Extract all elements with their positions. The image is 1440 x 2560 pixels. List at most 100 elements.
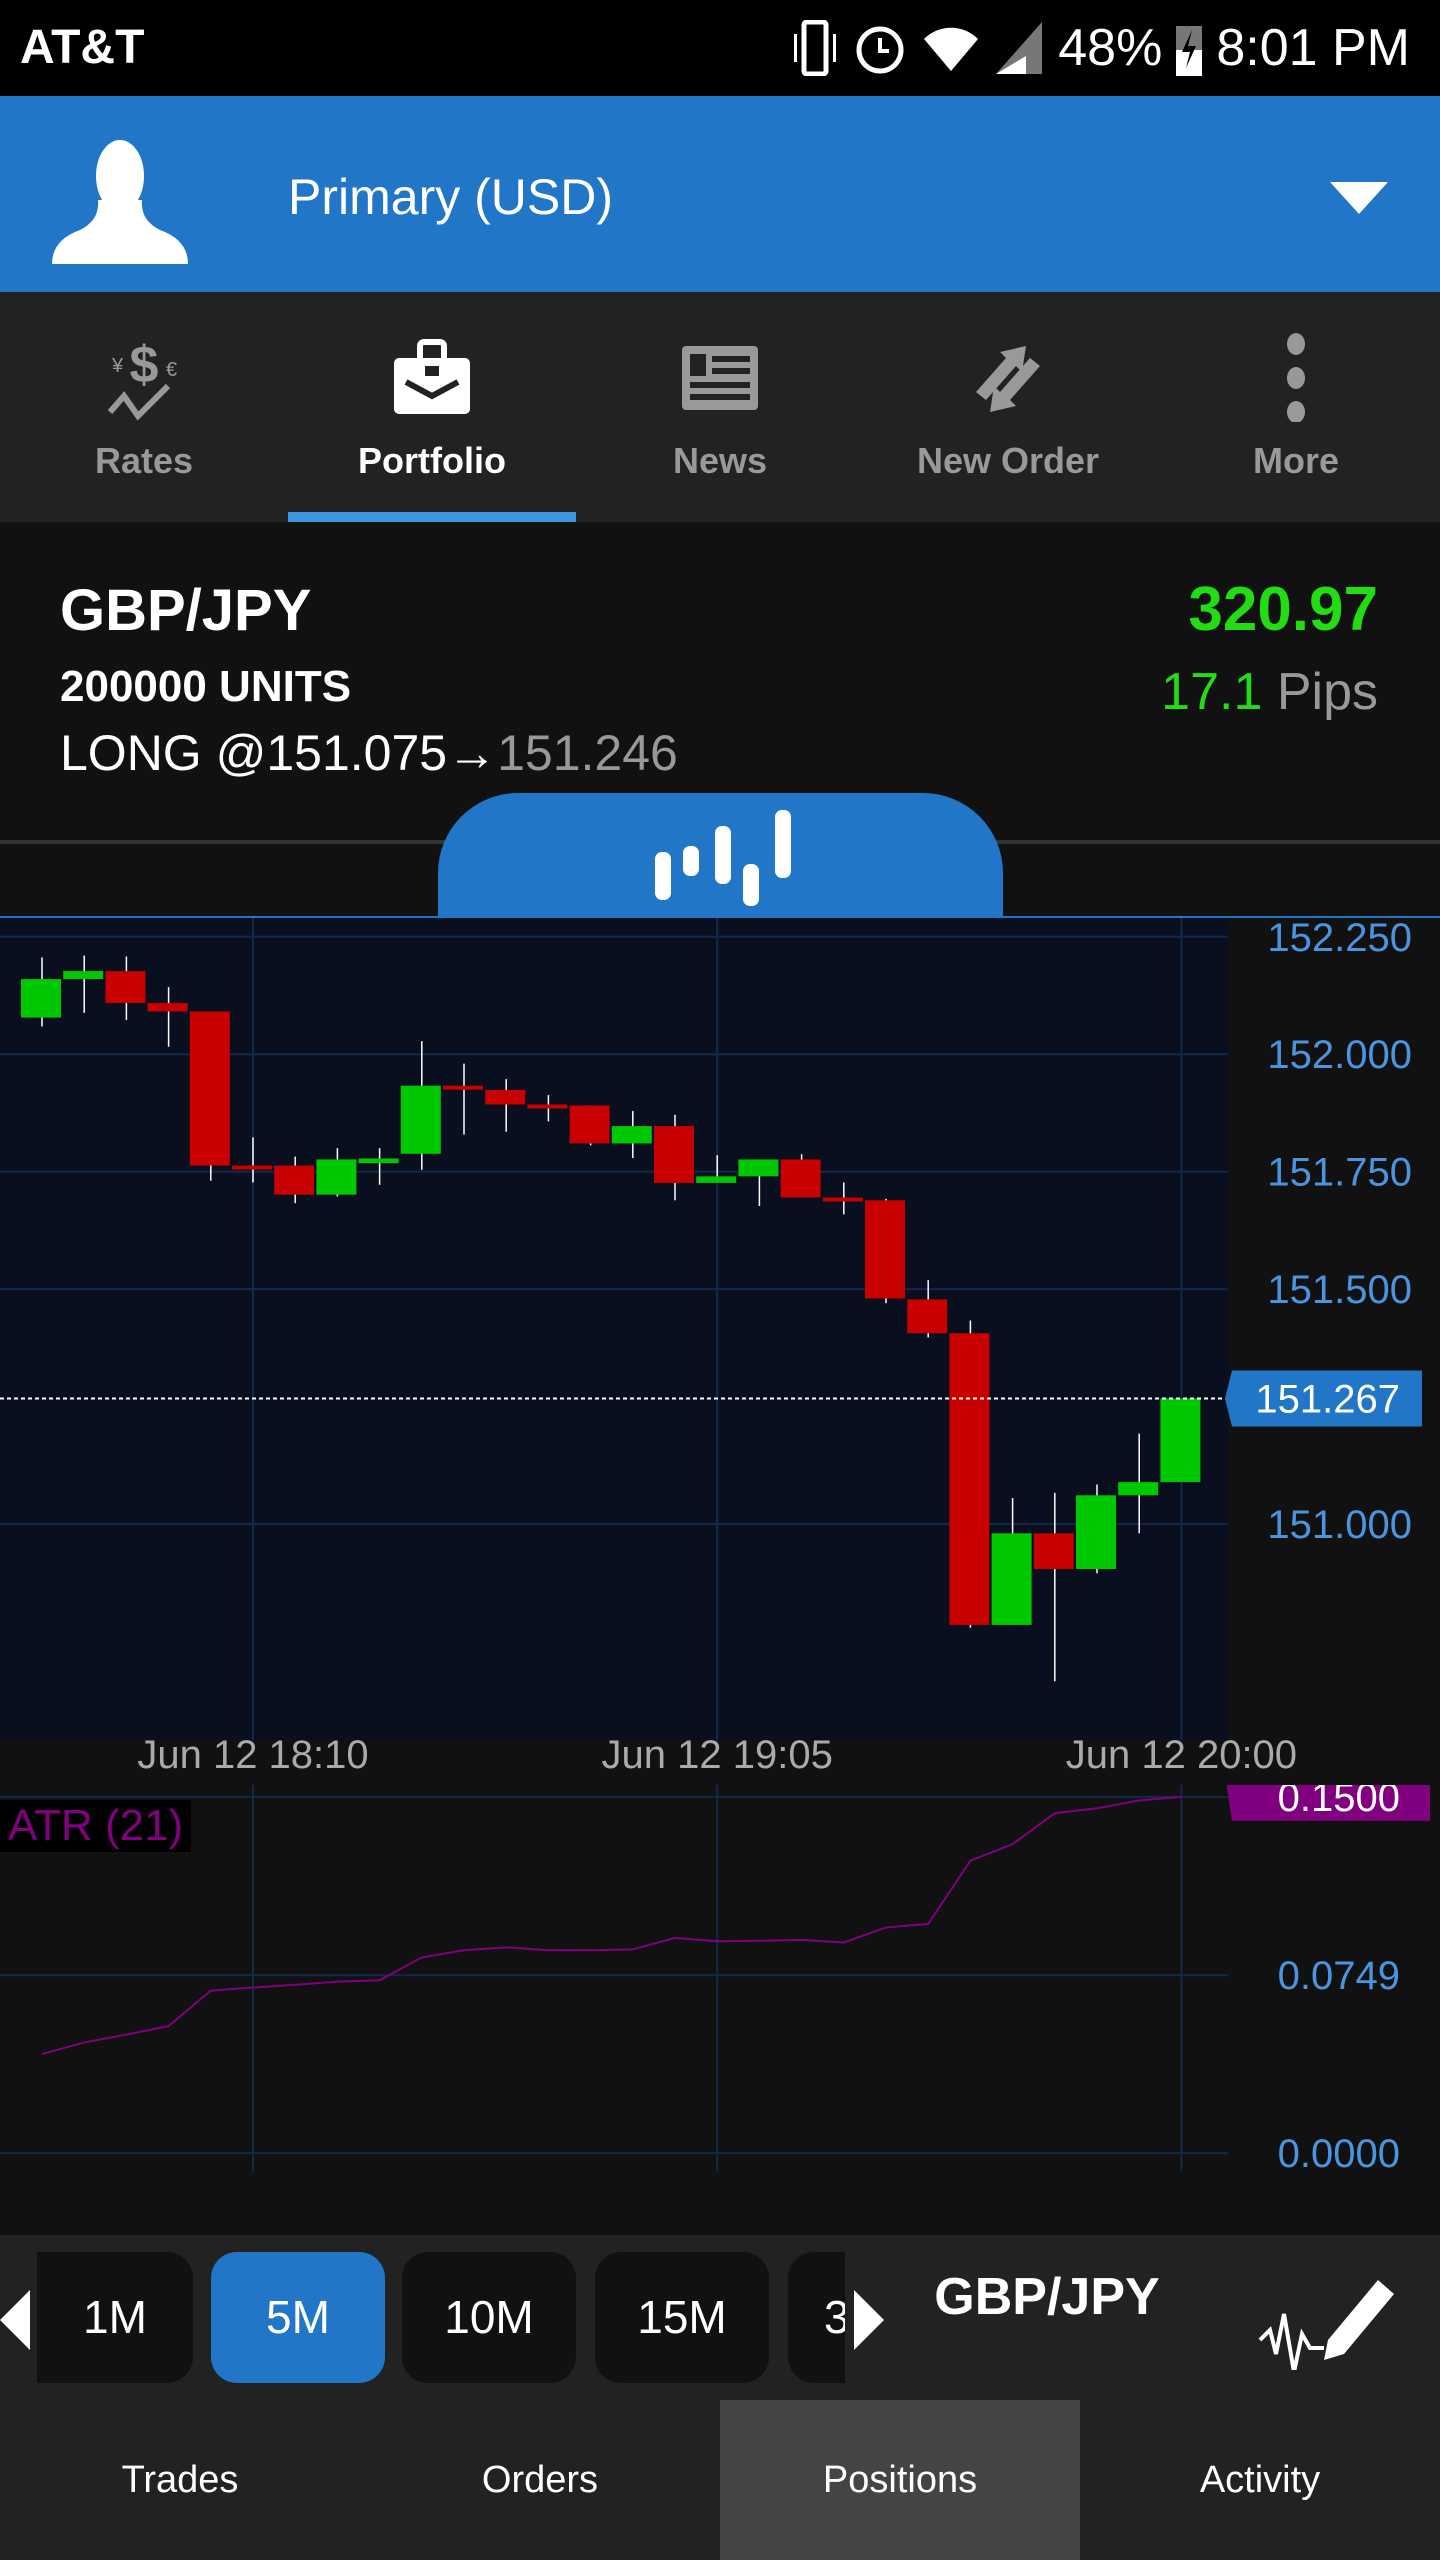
candle-body — [400, 1085, 441, 1154]
candle — [654, 1114, 694, 1201]
candle — [232, 1137, 272, 1183]
candle — [1160, 1398, 1201, 1483]
account-name: Primary (USD) — [288, 169, 613, 225]
y-tick-label: 152.000 — [1267, 1033, 1412, 1077]
candle-body — [696, 1176, 737, 1183]
candle — [780, 1154, 821, 1198]
signal-icon — [996, 22, 1043, 74]
atr-value-label: 0.1500 — [1278, 1785, 1400, 1820]
candle — [274, 1156, 315, 1204]
x-axis-band — [0, 1740, 1440, 1785]
position-summary: GBP/JPY 200000 UNITS LONG @151.075→151.2… — [0, 522, 1440, 918]
carrier: AT&T — [20, 21, 145, 74]
plot-background — [0, 918, 1228, 1740]
nav-label: Rates — [94, 440, 194, 481]
candle — [1076, 1484, 1116, 1574]
chart-toggle-tab[interactable] — [438, 793, 1003, 918]
candle — [105, 956, 146, 1020]
current-price: 151.246 — [497, 725, 678, 781]
nav-rates[interactable]: $ ¥ € Rates — [0, 292, 288, 522]
candle — [21, 957, 61, 1027]
candle-body — [443, 1085, 483, 1090]
candle-body — [63, 971, 104, 980]
status-bar: AT&T 48% 8:01 PM — [0, 0, 1440, 96]
candle-body — [738, 1159, 779, 1177]
timeframe-15m[interactable]: 15M — [595, 2252, 769, 2383]
timeframe-1m[interactable]: 1M — [37, 2252, 193, 2383]
units: 200000 UNITS — [60, 662, 352, 711]
more-vertical-icon — [1287, 333, 1305, 422]
candle — [822, 1182, 863, 1215]
drawing-tools-icon[interactable] — [1258, 2270, 1398, 2370]
candle — [949, 1320, 990, 1628]
arrow-icon: → — [447, 725, 498, 781]
candle-body — [316, 1159, 357, 1195]
atr-title: ATR (21) — [0, 1800, 192, 1852]
nav-more[interactable]: More — [1152, 292, 1440, 522]
candle-body — [1076, 1495, 1116, 1570]
battery-charging-icon — [1176, 26, 1203, 76]
candle — [358, 1148, 399, 1185]
svg-text:€: € — [166, 359, 177, 381]
profit-loss: 320.97 — [1188, 575, 1378, 644]
candle-body — [485, 1089, 526, 1105]
atr-line — [41, 1795, 1182, 2056]
candle — [907, 1280, 948, 1338]
atr-y-tick-label: 0.0000 — [1278, 2132, 1400, 2176]
current-price-badge — [1225, 1370, 1422, 1427]
nav-label: News — [672, 440, 768, 481]
candle — [569, 1105, 610, 1146]
active-tab-indicator — [288, 512, 576, 524]
x-tick-label: Jun 12 18:10 — [137, 1733, 369, 1777]
x-tick-label: Jun 12 19:05 — [601, 1733, 833, 1777]
y-tick-label: 151.750 — [1267, 1151, 1412, 1195]
x-tick-label: Jun 12 20:00 — [1065, 1733, 1298, 1777]
new-order-icon — [976, 346, 1040, 412]
vibrate-icon — [794, 20, 837, 76]
timeframe-10m[interactable]: 10M — [402, 2252, 576, 2383]
side-entry: LONG @151.075 — [60, 725, 448, 781]
nav-label: More — [1252, 440, 1339, 481]
scroll-left-icon[interactable] — [0, 2290, 30, 2350]
candle-body — [1033, 1533, 1074, 1570]
wifi-icon — [924, 27, 979, 71]
scroll-right-icon[interactable] — [854, 2290, 884, 2350]
chart-instrument: GBP/JPY — [934, 2268, 1160, 2326]
candle-body — [611, 1126, 652, 1144]
candle — [189, 1011, 230, 1181]
candle-body — [189, 1011, 230, 1166]
tab-positions[interactable]: Positions — [720, 2400, 1080, 2560]
current-price-label: 151.267 — [1255, 1378, 1400, 1422]
nav-label: Portfolio — [358, 440, 506, 481]
candle-body — [569, 1105, 610, 1144]
tab-orders[interactable]: Orders — [481, 2459, 599, 2501]
price-chart[interactable]: 152.250 152.000 151.750 151.500 151.000 151.2… — [0, 918, 1440, 1740]
tab-trades[interactable]: Trades — [121, 2459, 239, 2501]
atr-value-badge — [1226, 1785, 1430, 1821]
timeframe-5m[interactable]: 5M — [211, 2252, 385, 2383]
candle-body — [822, 1197, 863, 1202]
tab-activity[interactable]: Activity — [1199, 2459, 1321, 2501]
candle-body — [654, 1126, 694, 1183]
account-header[interactable]: Primary (USD) — [0, 96, 1440, 292]
pips-value: 17.1 — [1161, 663, 1263, 721]
y-tick-label: 151.000 — [1267, 1503, 1412, 1547]
candle-body — [1160, 1398, 1201, 1483]
candle — [443, 1063, 483, 1135]
candle — [738, 1159, 779, 1206]
candle-body — [1118, 1482, 1159, 1496]
nav-news[interactable]: News — [576, 292, 864, 522]
pips-label: Pips — [1276, 663, 1378, 721]
candle — [611, 1111, 652, 1159]
main-nav: $ ¥ € Rates Portfolio News New Order More — [0, 292, 1440, 522]
atr-background — [0, 1785, 1440, 2235]
timeframe-30m[interactable]: 3 — [788, 2252, 845, 2383]
atr-chart[interactable]: 0.0749 0.0000 0.1500 — [0, 1785, 1440, 2235]
nav-new-order[interactable]: New Order — [864, 292, 1152, 522]
nav-portfolio[interactable]: Portfolio — [288, 292, 576, 522]
y-tick-label: 151.500 — [1267, 1268, 1412, 1312]
candle — [485, 1079, 526, 1132]
dropdown-arrow-icon[interactable] — [1330, 182, 1388, 214]
candle-body — [232, 1165, 272, 1170]
candle — [696, 1155, 737, 1183]
